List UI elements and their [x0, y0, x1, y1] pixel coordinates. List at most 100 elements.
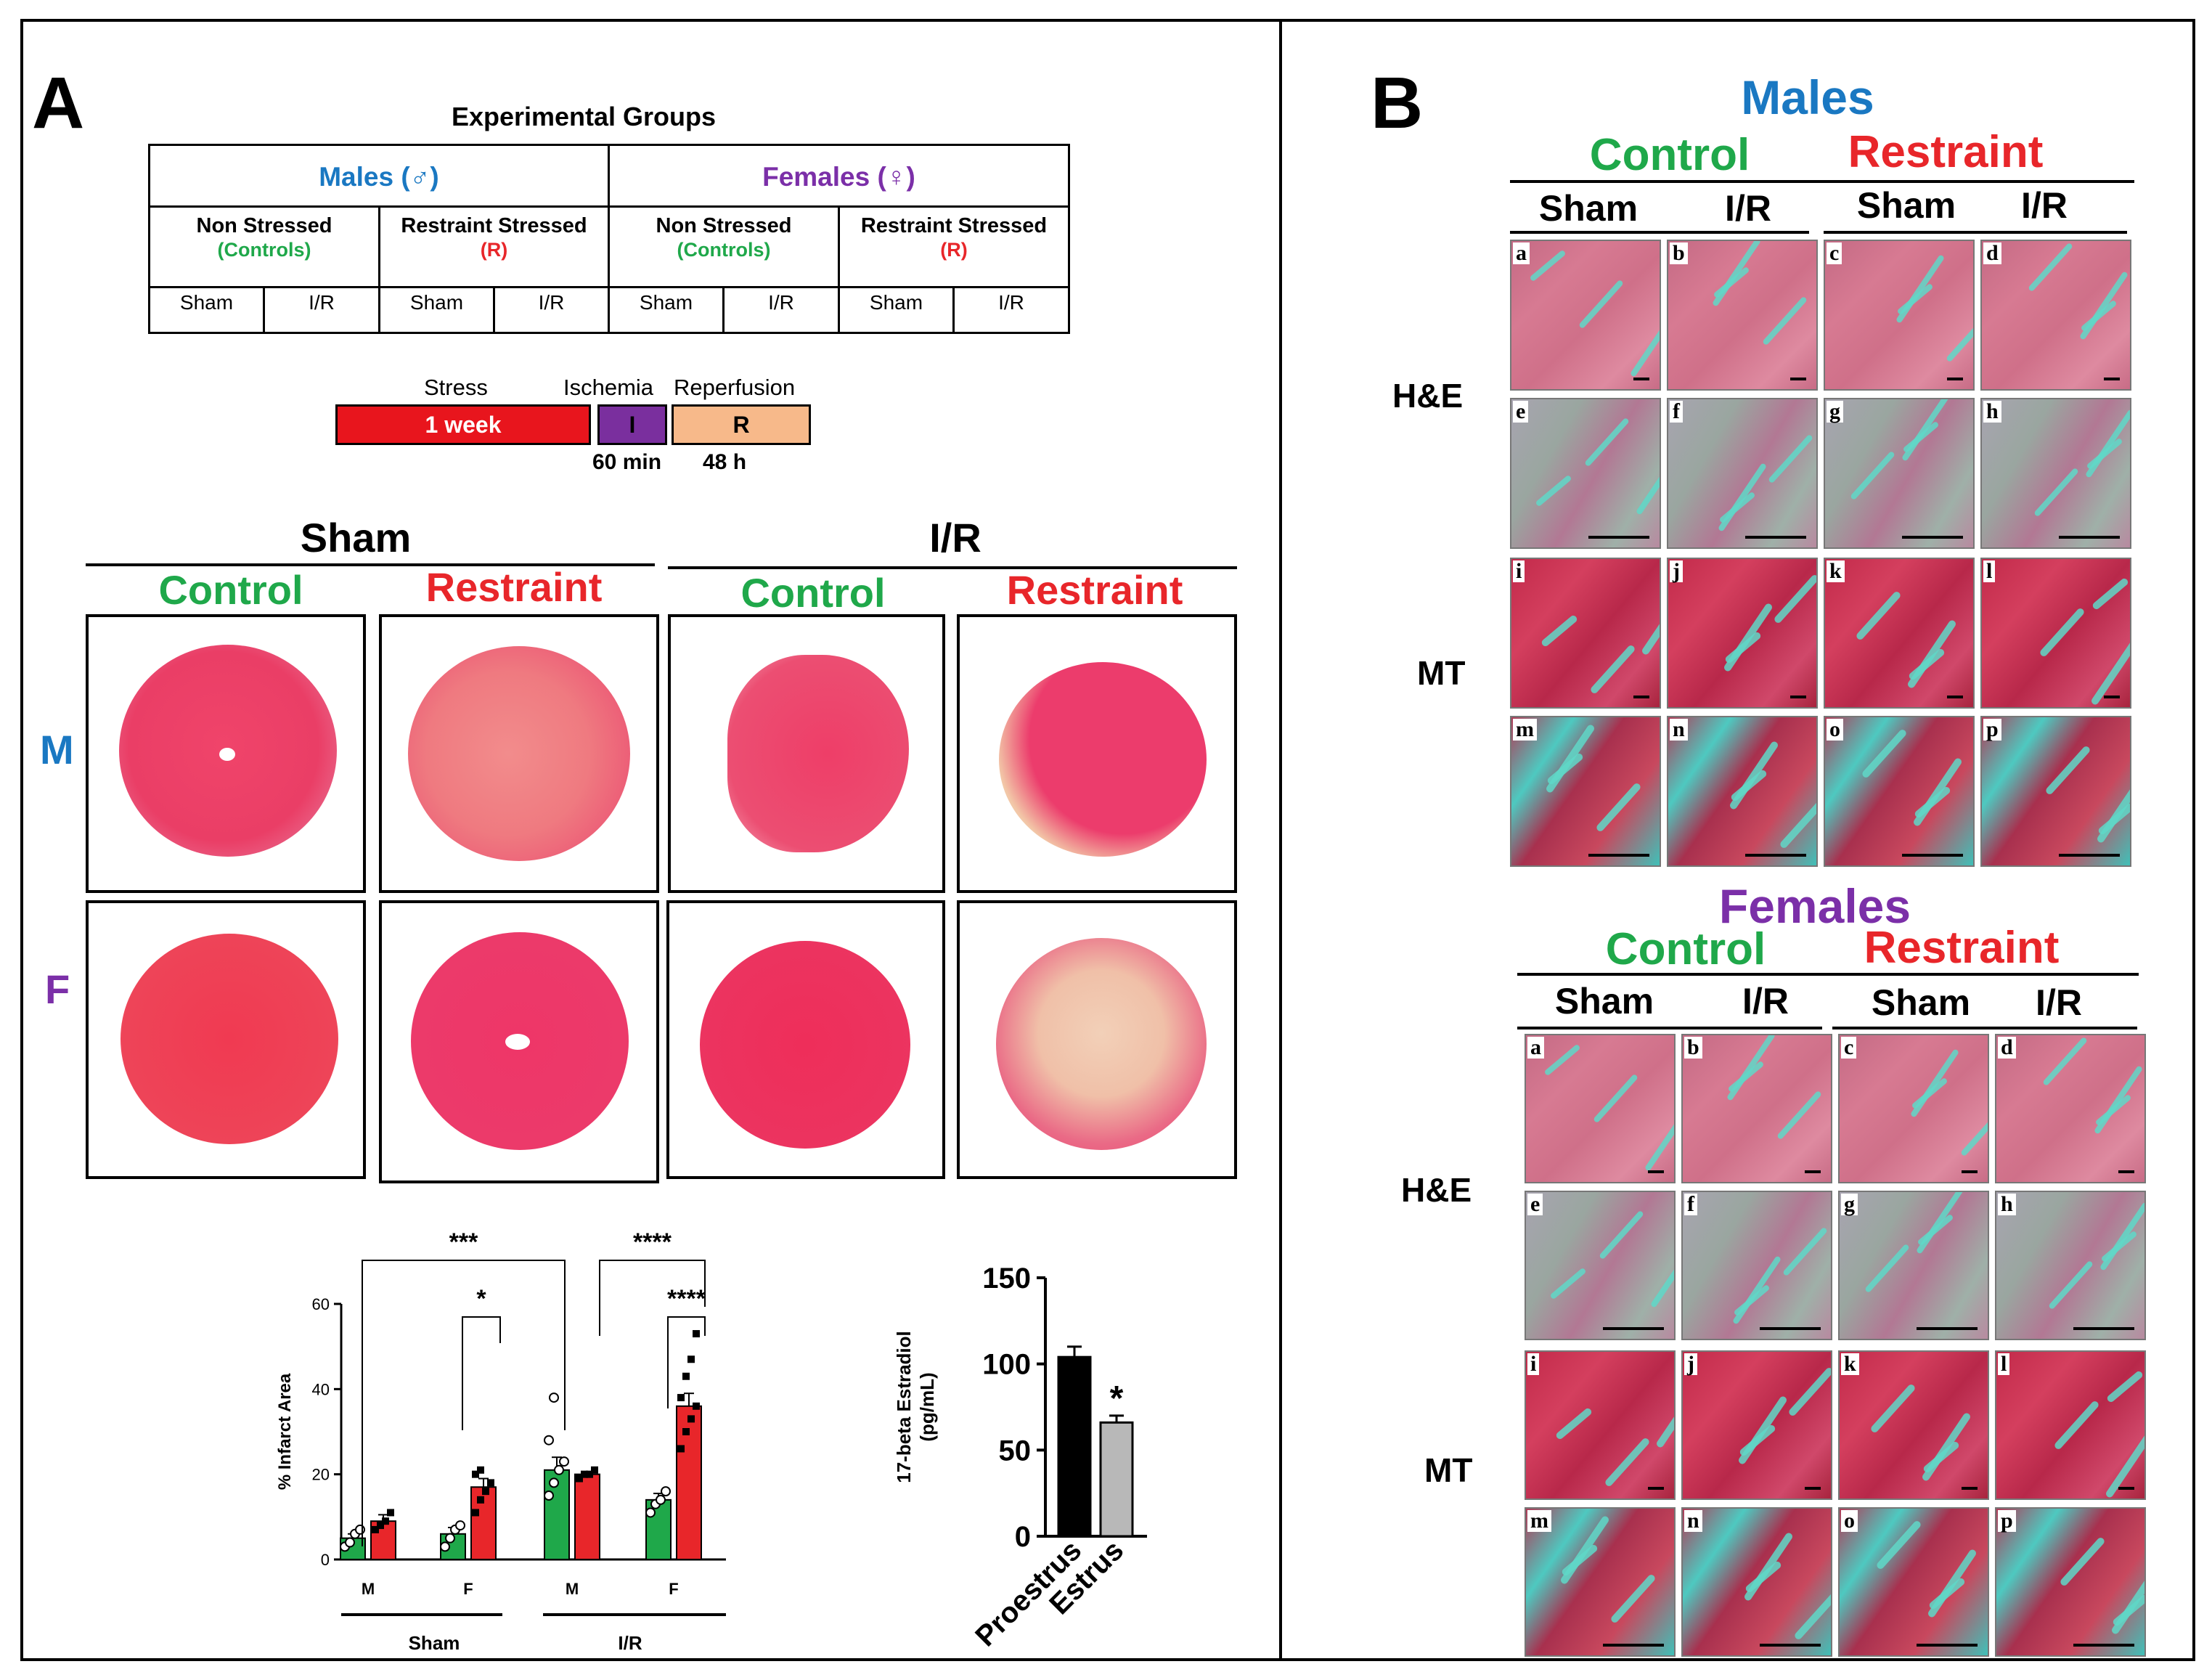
female-r-label: (R) [940, 239, 968, 261]
control-label: Control [158, 567, 303, 613]
males-restraint-label: Restraint [1848, 127, 2044, 177]
tissue-streak [1655, 1378, 1674, 1449]
females-restraint-label: Restraint [1864, 923, 2060, 973]
data-point [544, 1435, 554, 1445]
table-cell-ir: I/R [952, 286, 1070, 334]
bracket-sham-m-vs-ir-m-label: *** [449, 1228, 478, 1256]
data-point [549, 1392, 559, 1403]
scale-bar [1648, 1487, 1664, 1490]
male-micrograph-m: m [1510, 716, 1661, 867]
heart-image-male-sham-restraint [379, 614, 659, 893]
reperfusion-bar: R [672, 404, 811, 445]
scale-bar [1917, 1327, 1978, 1330]
data-point [377, 1522, 384, 1530]
males-header: Males (♂) [319, 162, 439, 192]
scale-bar [1917, 1644, 1978, 1647]
micrograph-letter: f [1670, 401, 1683, 423]
micrograph-letter: o [1841, 1510, 1858, 1532]
tissue-streak [1864, 1243, 1910, 1294]
tissue-streak [1762, 295, 1808, 346]
tissue-streak [1787, 1366, 1831, 1417]
sham-header: Sham [300, 515, 412, 560]
data-point [487, 1479, 494, 1487]
tissue-streak [1793, 1590, 1831, 1641]
tissue-streak [2042, 1036, 2088, 1087]
tissue-streak [2059, 1536, 2106, 1587]
female-micrograph-c: c [1838, 1034, 1989, 1183]
y-axis-unit: (pg/mL) [916, 1372, 938, 1441]
micrograph-letter: c [1841, 1037, 1857, 1059]
ir-header: I/R [929, 515, 981, 560]
data-point [472, 1509, 479, 1517]
tissue-streak [1641, 585, 1660, 656]
data-point [576, 1475, 583, 1483]
scale-bar [1790, 696, 1806, 698]
male-micrograph-g: g [1824, 398, 1975, 549]
bar-proestrus [1057, 1355, 1092, 1538]
group-label-ir: I/R [618, 1632, 642, 1654]
tissue-streak [1731, 1255, 1782, 1325]
female-micrograph-l: l [1995, 1350, 2146, 1500]
tissue-streak [1549, 1267, 1587, 1300]
females-ir-col: I/R [1742, 981, 1789, 1021]
micrograph-letter: f [1684, 1194, 1697, 1215]
micrograph-letter: b [1670, 242, 1688, 264]
tissue-streak [1604, 1437, 1651, 1488]
scale-bar [1760, 1327, 1821, 1330]
x-tick-label: M [362, 1580, 375, 1598]
scale-bar [1947, 378, 1963, 380]
heart-image-male-ir-control [668, 614, 945, 893]
ir-underline [668, 566, 1237, 569]
tissue-streak [1869, 1383, 1917, 1434]
female-controls-label: (Controls) [677, 239, 771, 261]
significance-star: * [1110, 1379, 1124, 1418]
scale-bar [2073, 1327, 2134, 1330]
tissue-streak [1543, 1043, 1581, 1077]
tissue-streak [1921, 1411, 1972, 1483]
tissue-streak [2091, 576, 2130, 611]
reperfusion-duration: 48 h [703, 450, 747, 474]
data-point [382, 1517, 389, 1525]
data-point [455, 1520, 465, 1531]
micrograph-letter: k [1841, 1353, 1859, 1375]
x-tick-label: M [566, 1580, 579, 1598]
stress-bar: 1 week [335, 404, 591, 445]
data-point [387, 1509, 394, 1517]
males-sham-col: Sham [1856, 185, 1956, 226]
y-tick-label: 100 [982, 1349, 1031, 1381]
scale-bar [2059, 854, 2120, 857]
micrograph-letter: d [1983, 242, 2001, 264]
tissue-streak [1875, 1520, 1922, 1570]
x-tick-label: F [463, 1580, 473, 1598]
ischemia-duration: 60 min [592, 450, 662, 474]
tissue-streak [2093, 1065, 2144, 1135]
micrograph-letter: e [1513, 401, 1529, 423]
tissue-streak [1723, 602, 1774, 673]
tissue-streak [1644, 1102, 1674, 1172]
micrograph-letter: i [1527, 1353, 1540, 1375]
male-row-label: M [40, 727, 74, 772]
restraint-label: Restraint [1006, 567, 1183, 613]
micrograph-letter: m [1513, 719, 1537, 741]
male-controls-label: (Controls) [217, 239, 311, 261]
tissue-streak [1861, 728, 1908, 779]
male-micrograph-k: k [1824, 558, 1975, 709]
male-micrograph-h: h [1980, 398, 2131, 549]
scale-bar [1648, 1170, 1664, 1173]
scale-bar [1633, 696, 1649, 698]
sham-underline [86, 563, 655, 566]
bracket-sham-f [462, 1316, 501, 1430]
scale-bar [1633, 378, 1649, 380]
data-point [661, 1486, 671, 1497]
tissue-streak [1711, 241, 1762, 307]
data-point [477, 1466, 484, 1474]
scale-bar [2118, 1170, 2134, 1173]
data-point [440, 1541, 450, 1552]
tissue-streak [2078, 271, 2129, 340]
micrograph-letter: p [1998, 1510, 2016, 1532]
data-point [693, 1330, 700, 1338]
y-tick-label: 50 [999, 1435, 1032, 1467]
male-micrograph-n: n [1667, 716, 1818, 867]
micrograph-letter: a [1527, 1037, 1544, 1059]
scale-bar [1902, 854, 1963, 857]
